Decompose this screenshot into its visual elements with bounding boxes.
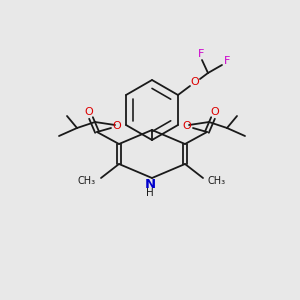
Text: F: F [224,56,230,66]
Text: O: O [85,107,93,117]
Text: CH₃: CH₃ [208,176,226,186]
Text: O: O [183,121,191,131]
Text: H: H [146,188,154,198]
Text: O: O [211,107,219,117]
Text: F: F [198,49,204,59]
Text: O: O [190,77,200,87]
Text: O: O [112,121,122,131]
Text: CH₃: CH₃ [78,176,96,186]
Text: N: N [144,178,156,191]
